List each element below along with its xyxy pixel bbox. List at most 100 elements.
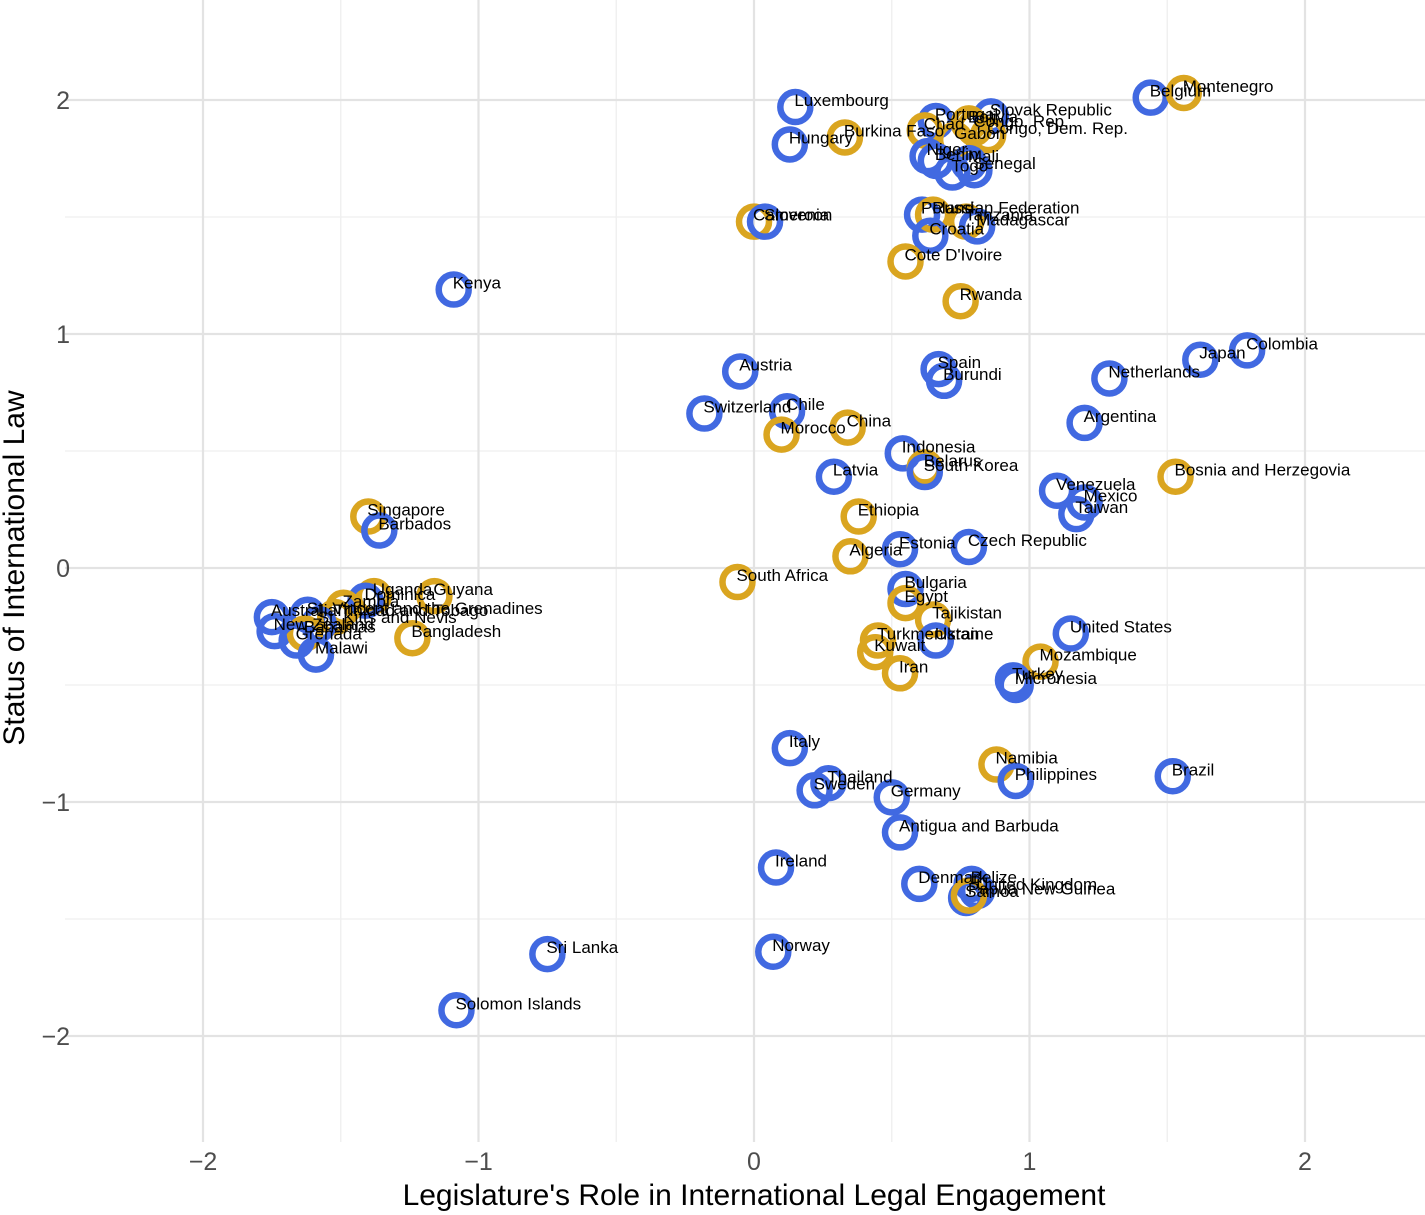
data-point <box>757 849 795 886</box>
data-point <box>768 392 806 430</box>
point-label: Barbados <box>378 515 451 534</box>
point-label: Grenada <box>296 625 363 644</box>
data-point <box>763 416 800 453</box>
data-point <box>903 196 941 233</box>
data-point <box>438 992 475 1029</box>
point-label: Sweden <box>814 774 875 793</box>
data-point <box>958 208 996 245</box>
point-label: Ukraine <box>935 625 994 644</box>
data-point <box>969 116 1007 154</box>
point-label: Belize <box>971 868 1017 887</box>
point-label: Luxembourg <box>794 91 889 110</box>
point-label: Malawi <box>315 639 368 658</box>
point-label: Uganda <box>373 580 433 599</box>
point-label: United Kingdom <box>976 875 1097 894</box>
point-label: Burkina Faso <box>844 121 944 140</box>
point-label: Algeria <box>849 540 902 559</box>
data-point <box>873 779 910 816</box>
data-point <box>832 538 869 575</box>
data-point <box>887 570 924 608</box>
data-point <box>997 762 1034 800</box>
data-point <box>914 196 952 233</box>
data-point <box>950 528 988 566</box>
point-label: Bangladesh <box>411 622 501 641</box>
point-label: Madagascar <box>976 210 1070 229</box>
point-label: Bosnia and Herzegovia <box>1175 461 1351 480</box>
data-point <box>796 772 833 809</box>
point-label: Tajikistan <box>932 603 1002 622</box>
point-label: Mozambique <box>1040 646 1137 665</box>
y-tick-label: −2 <box>41 1023 70 1051</box>
data-point <box>956 151 993 189</box>
point-label: Kuwait <box>874 636 925 655</box>
point-label: Slovenia <box>764 206 830 225</box>
data-point <box>1091 360 1128 397</box>
data-points <box>253 74 1266 1029</box>
y-axis-title: Status of International Law <box>0 390 31 746</box>
point-label: Kenya <box>453 274 502 293</box>
point-label: Belgium <box>1150 82 1211 101</box>
data-point <box>347 582 384 620</box>
point-label: Montenegro <box>1183 77 1274 96</box>
point-label: Venezuela <box>1056 475 1136 494</box>
y-tick-label: −1 <box>41 789 70 817</box>
point-label: St. Kitts and Nevis <box>318 608 457 627</box>
point-label: Turkmenistan <box>877 625 979 644</box>
point-label: Dominica <box>365 585 436 604</box>
point-label: Bolivia <box>968 107 1019 126</box>
y-tick-label: 0 <box>56 555 70 583</box>
x-tick-label: −1 <box>464 1148 493 1176</box>
minor-gridlines <box>65 0 1425 1142</box>
point-label: Croatia <box>929 220 984 239</box>
point-label: Togo <box>951 157 988 176</box>
data-point <box>1182 341 1219 378</box>
point-label: Turkey <box>1012 664 1064 683</box>
data-point <box>297 636 335 673</box>
data-point <box>856 633 894 671</box>
point-label: Australia <box>271 601 338 620</box>
point-label: St. Vincent and the Grenadines <box>307 599 543 618</box>
data-point <box>881 814 919 851</box>
point-label: Benin <box>935 145 978 164</box>
point-label: Rwanda <box>960 285 1023 304</box>
point-label: Portugal <box>935 105 998 124</box>
point-label: Chile <box>786 395 825 414</box>
data-point <box>1165 74 1203 112</box>
point-label: Poland <box>921 199 974 218</box>
point-label: Chad <box>924 114 965 133</box>
data-point <box>435 271 472 308</box>
point-label: New Zealand <box>274 615 374 634</box>
y-tick-label: 1 <box>56 321 70 349</box>
point-label: Bahamas <box>304 618 376 637</box>
point-label: Samoa <box>965 882 1019 901</box>
point-label: Cameroon <box>753 206 832 225</box>
y-axis-tick-labels: −2 −1 0 1 2 <box>41 87 70 1051</box>
data-point <box>771 126 809 163</box>
data-point <box>815 458 853 495</box>
point-label: Austria <box>739 355 792 374</box>
data-point <box>925 362 963 400</box>
point-label: Congo, Rep. <box>973 112 1068 131</box>
data-point <box>686 395 723 432</box>
point-label: Zambia <box>343 592 400 611</box>
data-point <box>997 666 1034 704</box>
data-point <box>1022 643 1059 680</box>
x-tick-label: 0 <box>747 1148 761 1176</box>
data-point <box>746 203 784 240</box>
point-label: Egypt <box>905 587 949 606</box>
point-label: Sri Lanka <box>546 938 618 957</box>
point-label: Netherlands <box>1108 362 1200 381</box>
data-point <box>1066 404 1103 442</box>
data-point <box>829 409 866 446</box>
point-label: Spain <box>938 353 981 372</box>
data-point <box>1058 495 1095 533</box>
point-label: Italy <box>789 732 821 751</box>
data-point <box>934 154 971 191</box>
x-tick-label: 1 <box>1023 1148 1037 1176</box>
data-point <box>719 563 756 601</box>
point-label: Congo, Dem. Rep. <box>987 119 1128 138</box>
data-point <box>942 282 979 320</box>
data-point <box>950 877 988 914</box>
x-tick-label: −2 <box>189 1148 218 1176</box>
point-label: Denmark <box>918 868 987 887</box>
